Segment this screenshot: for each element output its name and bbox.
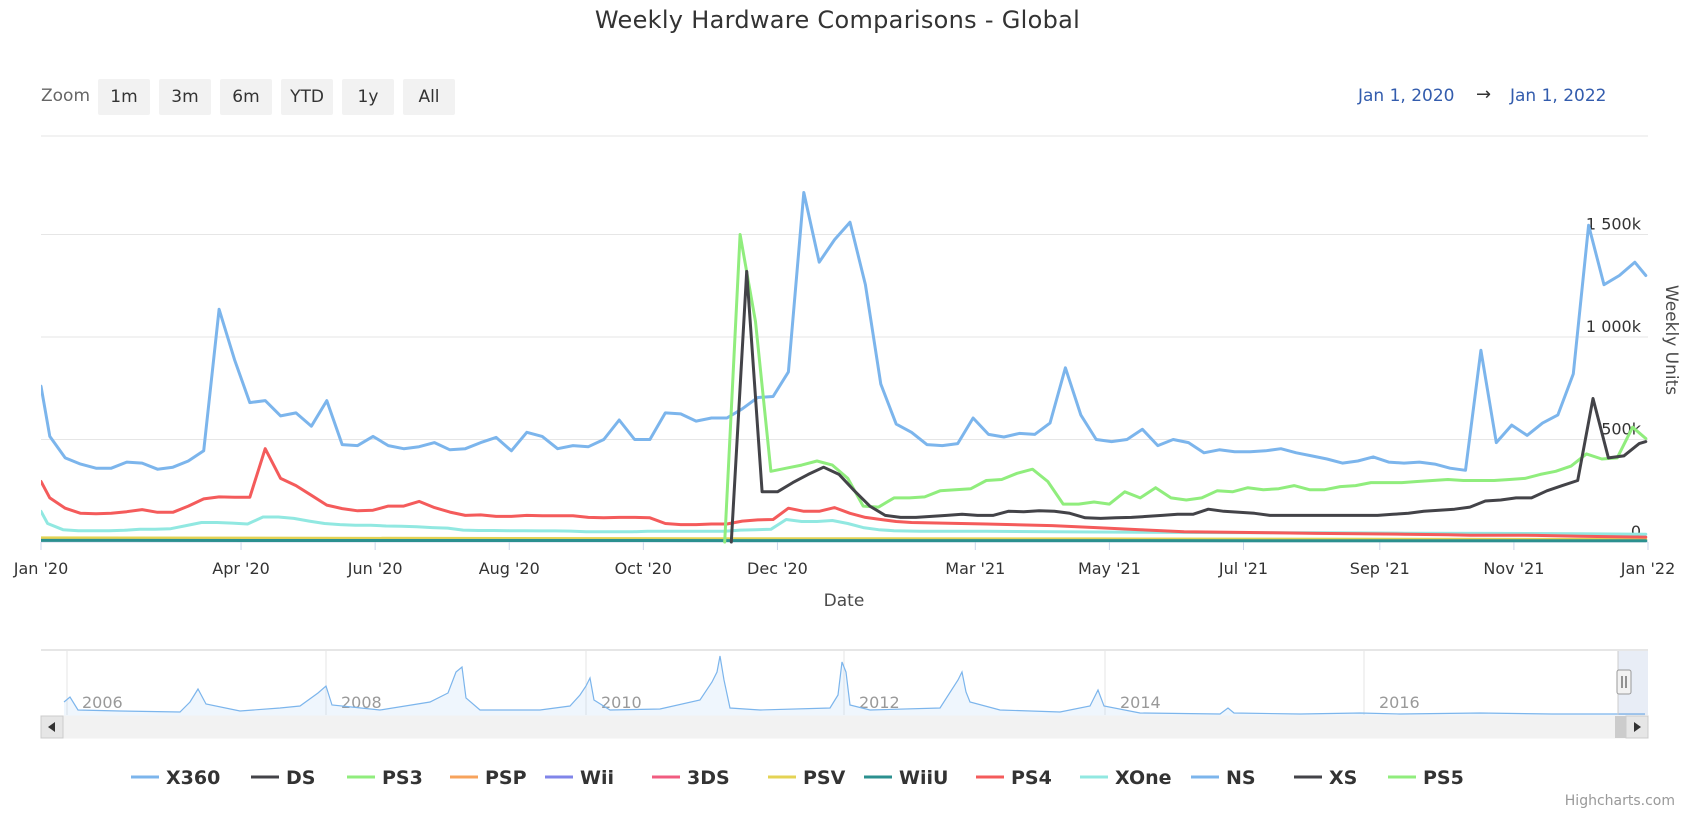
navigator-year-label: 2006 <box>82 693 123 712</box>
legend: X360 DS PS3 PSP Wii 3DS PSV WiiU PS4 XOne NS XS PS5 <box>131 767 1464 789</box>
legend-item-psv[interactable]: PSV <box>768 767 846 789</box>
x-tick-label: Jan '20 <box>13 559 69 578</box>
legend-label: PS5 <box>1423 767 1464 789</box>
arrow-left-icon <box>48 722 55 732</box>
legend-item-ns[interactable]: NS <box>1191 767 1256 789</box>
x-axis-title: Date <box>824 591 865 611</box>
legend-label: WiiU <box>899 767 948 789</box>
legend-label: NS <box>1226 767 1256 789</box>
zoom-1m-button[interactable]: 1m <box>98 79 150 115</box>
legend-label: XOne <box>1115 767 1172 789</box>
legend-item-psp[interactable]: PSP <box>450 767 527 789</box>
legend-item-3ds[interactable]: 3DS <box>652 767 730 789</box>
legend-item-ps3[interactable]: PS3 <box>347 767 423 789</box>
x-tick-label: Dec '20 <box>747 559 808 578</box>
legend-label: PS4 <box>1011 767 1052 789</box>
y-tick-label: 0 <box>1631 522 1641 541</box>
legend-label: PSV <box>803 767 846 789</box>
legend-label: XS <box>1329 767 1357 789</box>
navigator[interactable]: 2006 2008 2010 2012 2014 2016 <box>41 649 1648 716</box>
navigator-series-line <box>63 655 1645 715</box>
series-line-psv[interactable] <box>41 536 1648 541</box>
series-line-xone[interactable] <box>41 509 1648 536</box>
series-line-ps5[interactable] <box>723 233 1648 544</box>
navigator-year-label: 2016 <box>1379 693 1420 712</box>
range-from-input[interactable]: Jan 1, 2020 <box>1358 86 1455 106</box>
zoom-3m-button[interactable]: 3m <box>159 79 211 115</box>
y-tick-label: 1 500k <box>1586 215 1642 234</box>
scrollbar-left-button[interactable] <box>40 715 64 739</box>
zoom-1y-button[interactable]: 1y <box>342 79 394 115</box>
legend-label: Wii <box>580 767 614 789</box>
legend-item-wii[interactable]: Wii <box>545 767 614 789</box>
x-tick-label: Oct '20 <box>615 559 673 578</box>
navigator-series-area <box>64 656 1645 716</box>
legend-label: 3DS <box>687 767 730 789</box>
y-tick-label: 500k <box>1601 420 1642 439</box>
x-tick-label: Aug '20 <box>479 559 540 578</box>
zoom-6m-button[interactable]: 6m <box>220 79 272 115</box>
x-tick-label: Jun '20 <box>347 559 403 578</box>
x-tick-label: Sep '21 <box>1350 559 1410 578</box>
chart-title: Weekly Hardware Comparisons - Global <box>594 6 1081 34</box>
navigator-year-label: 2014 <box>1120 693 1161 712</box>
x-tick-label: Mar '21 <box>945 559 1005 578</box>
legend-item-x360[interactable]: X360 <box>131 767 220 789</box>
y-axis-title: Weekly Units <box>1661 285 1681 395</box>
navigator-handle[interactable] <box>1616 669 1632 695</box>
navigator-year-label: 2012 <box>859 693 900 712</box>
legend-item-xs[interactable]: XS <box>1294 767 1357 789</box>
series-line-ns[interactable] <box>41 191 1648 472</box>
scrollbar-track[interactable] <box>40 715 1649 739</box>
zoom-all-button[interactable]: All <box>403 79 455 115</box>
zoom-label: Zoom <box>41 86 91 106</box>
y-tick-label: 1 000k <box>1586 317 1642 336</box>
legend-label: PSP <box>485 767 527 789</box>
legend-label: X360 <box>166 767 220 789</box>
series-line-ps4[interactable] <box>41 447 1648 539</box>
navigator-year-label: 2010 <box>601 693 642 712</box>
x-tick-label: May '21 <box>1078 559 1141 578</box>
legend-item-ps4[interactable]: PS4 <box>976 767 1052 789</box>
range-to-input[interactable]: Jan 1, 2022 <box>1510 86 1607 106</box>
x-tick-label: Nov '21 <box>1483 559 1544 578</box>
legend-item-ps5[interactable]: PS5 <box>1388 767 1464 789</box>
legend-label: DS <box>286 767 315 789</box>
legend-item-ds[interactable]: DS <box>251 767 315 789</box>
credits-link[interactable]: Highcharts.com <box>1564 793 1675 809</box>
series-group <box>41 191 1648 544</box>
arrow-right-icon <box>1634 722 1641 732</box>
legend-item-xone[interactable]: XOne <box>1080 767 1172 789</box>
series-line-xs[interactable] <box>729 269 1648 544</box>
range-arrow: → <box>1476 84 1492 105</box>
x-tick-label: Jan '22 <box>1620 559 1676 578</box>
scrollbar-right-button[interactable] <box>1625 715 1649 739</box>
zoom-ytd-button[interactable]: YTD <box>281 79 333 115</box>
x-tick-label: Apr '20 <box>212 559 270 578</box>
x-tick-label: Jul '21 <box>1218 559 1268 578</box>
legend-item-wiiu[interactable]: WiiU <box>864 767 948 789</box>
legend-label: PS3 <box>382 767 423 789</box>
